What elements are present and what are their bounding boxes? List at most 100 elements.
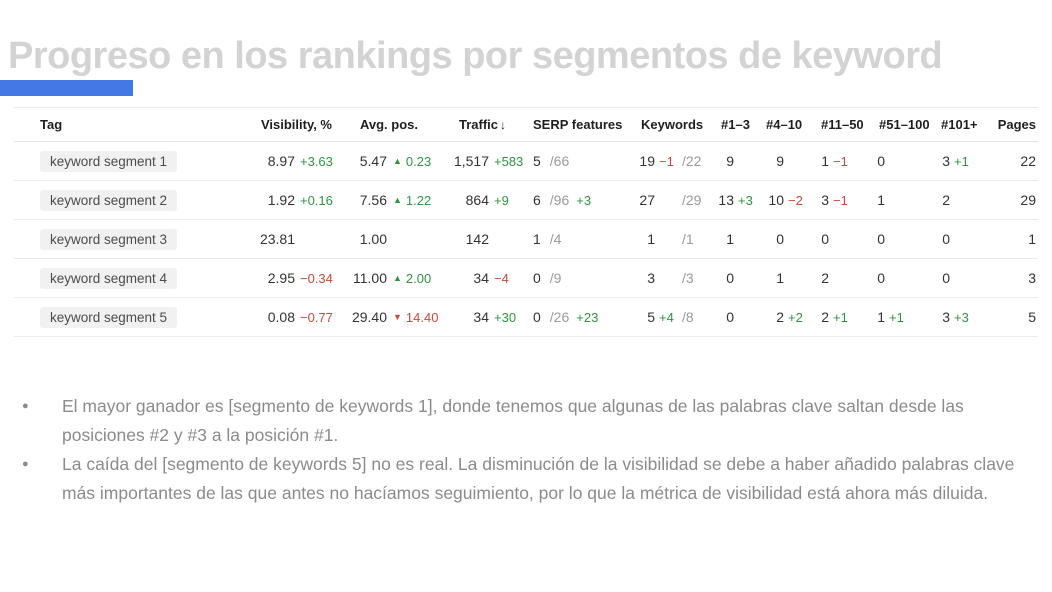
top10-value: 2 — [776, 309, 784, 325]
serp-total: /4 — [549, 231, 562, 247]
keywords-total: /3 — [682, 270, 694, 286]
top100-value: 0 — [877, 231, 885, 247]
over101-value: 0 — [942, 270, 950, 286]
top50-delta: −1 — [833, 153, 848, 169]
column-header-top10[interactable]: #4–10 — [759, 107, 814, 142]
avg-pos-value: 11.00 — [353, 270, 387, 286]
pages-value: 22 — [989, 141, 1038, 181]
top10-value: 1 — [776, 270, 784, 286]
serp-value: 0 — [533, 309, 541, 325]
top50-delta: −1 — [833, 192, 848, 208]
bullet-icon: ● — [22, 400, 29, 412]
avg-pos-delta: 0.23 — [405, 153, 432, 169]
tag-pill[interactable]: keyword segment 3 — [40, 228, 178, 250]
top3-value: 9 — [726, 153, 734, 169]
keywords-total: /29 — [682, 192, 702, 208]
top50-value: 0 — [821, 231, 829, 247]
serp-delta: +3 — [576, 192, 592, 208]
top10-value: 0 — [776, 231, 784, 247]
serp-total: /26 — [549, 309, 570, 325]
trend-arrow-icon: ▲ — [393, 273, 402, 283]
keywords-delta: +4 — [659, 309, 674, 325]
list-item: ● El mayor ganador es [segmento de keywo… — [22, 392, 1022, 449]
sort-desc-icon: ↓ — [500, 118, 506, 132]
page-title: Progreso en los rankings por segmentos d… — [8, 35, 943, 78]
over101-delta: +3 — [954, 309, 969, 325]
serp-value: 6 — [533, 192, 541, 208]
visibility-value: 23.81 — [259, 231, 295, 247]
column-header-keywords[interactable]: Keywords — [627, 107, 714, 142]
avg-pos-delta: 1.22 — [405, 192, 432, 208]
top3-value: 1 — [726, 231, 734, 247]
column-header-traffic[interactable]: Traffic ↓ — [426, 107, 525, 142]
column-header-top100[interactable]: #51–100 — [872, 107, 934, 142]
keywords-total: /22 — [682, 153, 702, 169]
top50-value: 2 — [821, 309, 829, 325]
keywords-value: 27 — [639, 192, 655, 208]
bullet-icon: ● — [22, 458, 29, 470]
table-row: keyword segment 2 1.92 +0.16 7.56 ▲ 1.22 86… — [14, 180, 1038, 220]
tag-pill[interactable]: keyword segment 4 — [40, 267, 178, 289]
table-row: keyword segment 4 2.95 −0.34 11.00 ▲ 2.00 3… — [14, 258, 1038, 298]
traffic-delta: −4 — [494, 270, 509, 286]
top10-delta: +2 — [788, 309, 803, 325]
column-header-avg-pos[interactable]: Avg. pos. — [334, 107, 426, 142]
serp-value: 1 — [533, 231, 541, 247]
keywords-value: 19 — [639, 153, 655, 169]
column-header-pages[interactable]: Pages — [989, 107, 1038, 142]
traffic-delta: +30 — [494, 309, 517, 325]
column-header-top50[interactable]: #11–50 — [814, 107, 872, 142]
visibility-value: 1.92 — [267, 192, 295, 208]
traffic-value: 142 — [465, 231, 489, 247]
pages-value: 1 — [989, 219, 1038, 259]
over101-value: 2 — [942, 192, 950, 208]
keywords-value: 3 — [647, 270, 655, 286]
trend-arrow-icon: ▲ — [393, 195, 402, 205]
keywords-value: 1 — [647, 231, 655, 247]
top10-value: 10 — [768, 192, 784, 208]
top100-value: 1 — [877, 192, 885, 208]
serp-total: /9 — [549, 270, 562, 286]
keywords-delta: −1 — [659, 153, 674, 169]
tag-pill[interactable]: keyword segment 5 — [40, 306, 178, 328]
top100-value: 0 — [877, 270, 885, 286]
pages-value: 29 — [989, 180, 1038, 220]
visibility-delta: −0.34 — [300, 270, 333, 286]
keywords-total: /8 — [682, 309, 694, 325]
list-item: ● La caída del [segmento de keywords 5] … — [22, 450, 1022, 507]
traffic-value: 864 — [465, 192, 489, 208]
top3-value: 0 — [726, 270, 734, 286]
avg-pos-delta: 14.40 — [405, 309, 439, 325]
tag-pill[interactable]: keyword segment 1 — [40, 150, 178, 172]
over101-value: 3 — [942, 153, 950, 169]
column-header-top3[interactable]: #1–3 — [714, 107, 759, 142]
avg-pos-delta: 2.00 — [405, 270, 432, 286]
top50-value: 3 — [821, 192, 829, 208]
serp-value: 5 — [533, 153, 541, 169]
top100-delta: +1 — [889, 309, 904, 325]
traffic-value: 1,517 — [453, 153, 489, 169]
note-text: La caída del [segmento de keywords 5] no… — [62, 454, 1015, 503]
column-header-over101[interactable]: #101+ — [934, 107, 989, 142]
column-header-serp-features[interactable]: SERP features — [525, 107, 627, 142]
visibility-delta: +3.63 — [300, 153, 333, 169]
pages-value: 5 — [989, 297, 1038, 337]
serp-total: /66 — [549, 153, 570, 169]
table-row: keyword segment 5 0.08 −0.77 29.40 ▼ 14.40 … — [14, 297, 1038, 337]
top3-value: 0 — [726, 309, 734, 325]
over101-delta: +1 — [954, 153, 969, 169]
trend-arrow-icon: ▲ — [393, 156, 402, 166]
traffic-delta: +583 — [494, 153, 524, 169]
tag-pill[interactable]: keyword segment 2 — [40, 189, 178, 211]
table-header-row: Tag Visibility, % Avg. pos. Traffic ↓ SER… — [14, 107, 1038, 142]
traffic-value: 34 — [473, 309, 489, 325]
keywords-value: 5 — [647, 309, 655, 325]
note-text: El mayor ganador es [segmento de keyword… — [62, 396, 964, 445]
pages-value: 3 — [989, 258, 1038, 298]
top10-value: 9 — [776, 153, 784, 169]
column-header-visibility[interactable]: Visibility, % — [240, 107, 334, 142]
column-header-tag[interactable]: Tag — [14, 107, 240, 142]
top3-value: 13 — [718, 192, 734, 208]
top100-value: 0 — [877, 153, 885, 169]
